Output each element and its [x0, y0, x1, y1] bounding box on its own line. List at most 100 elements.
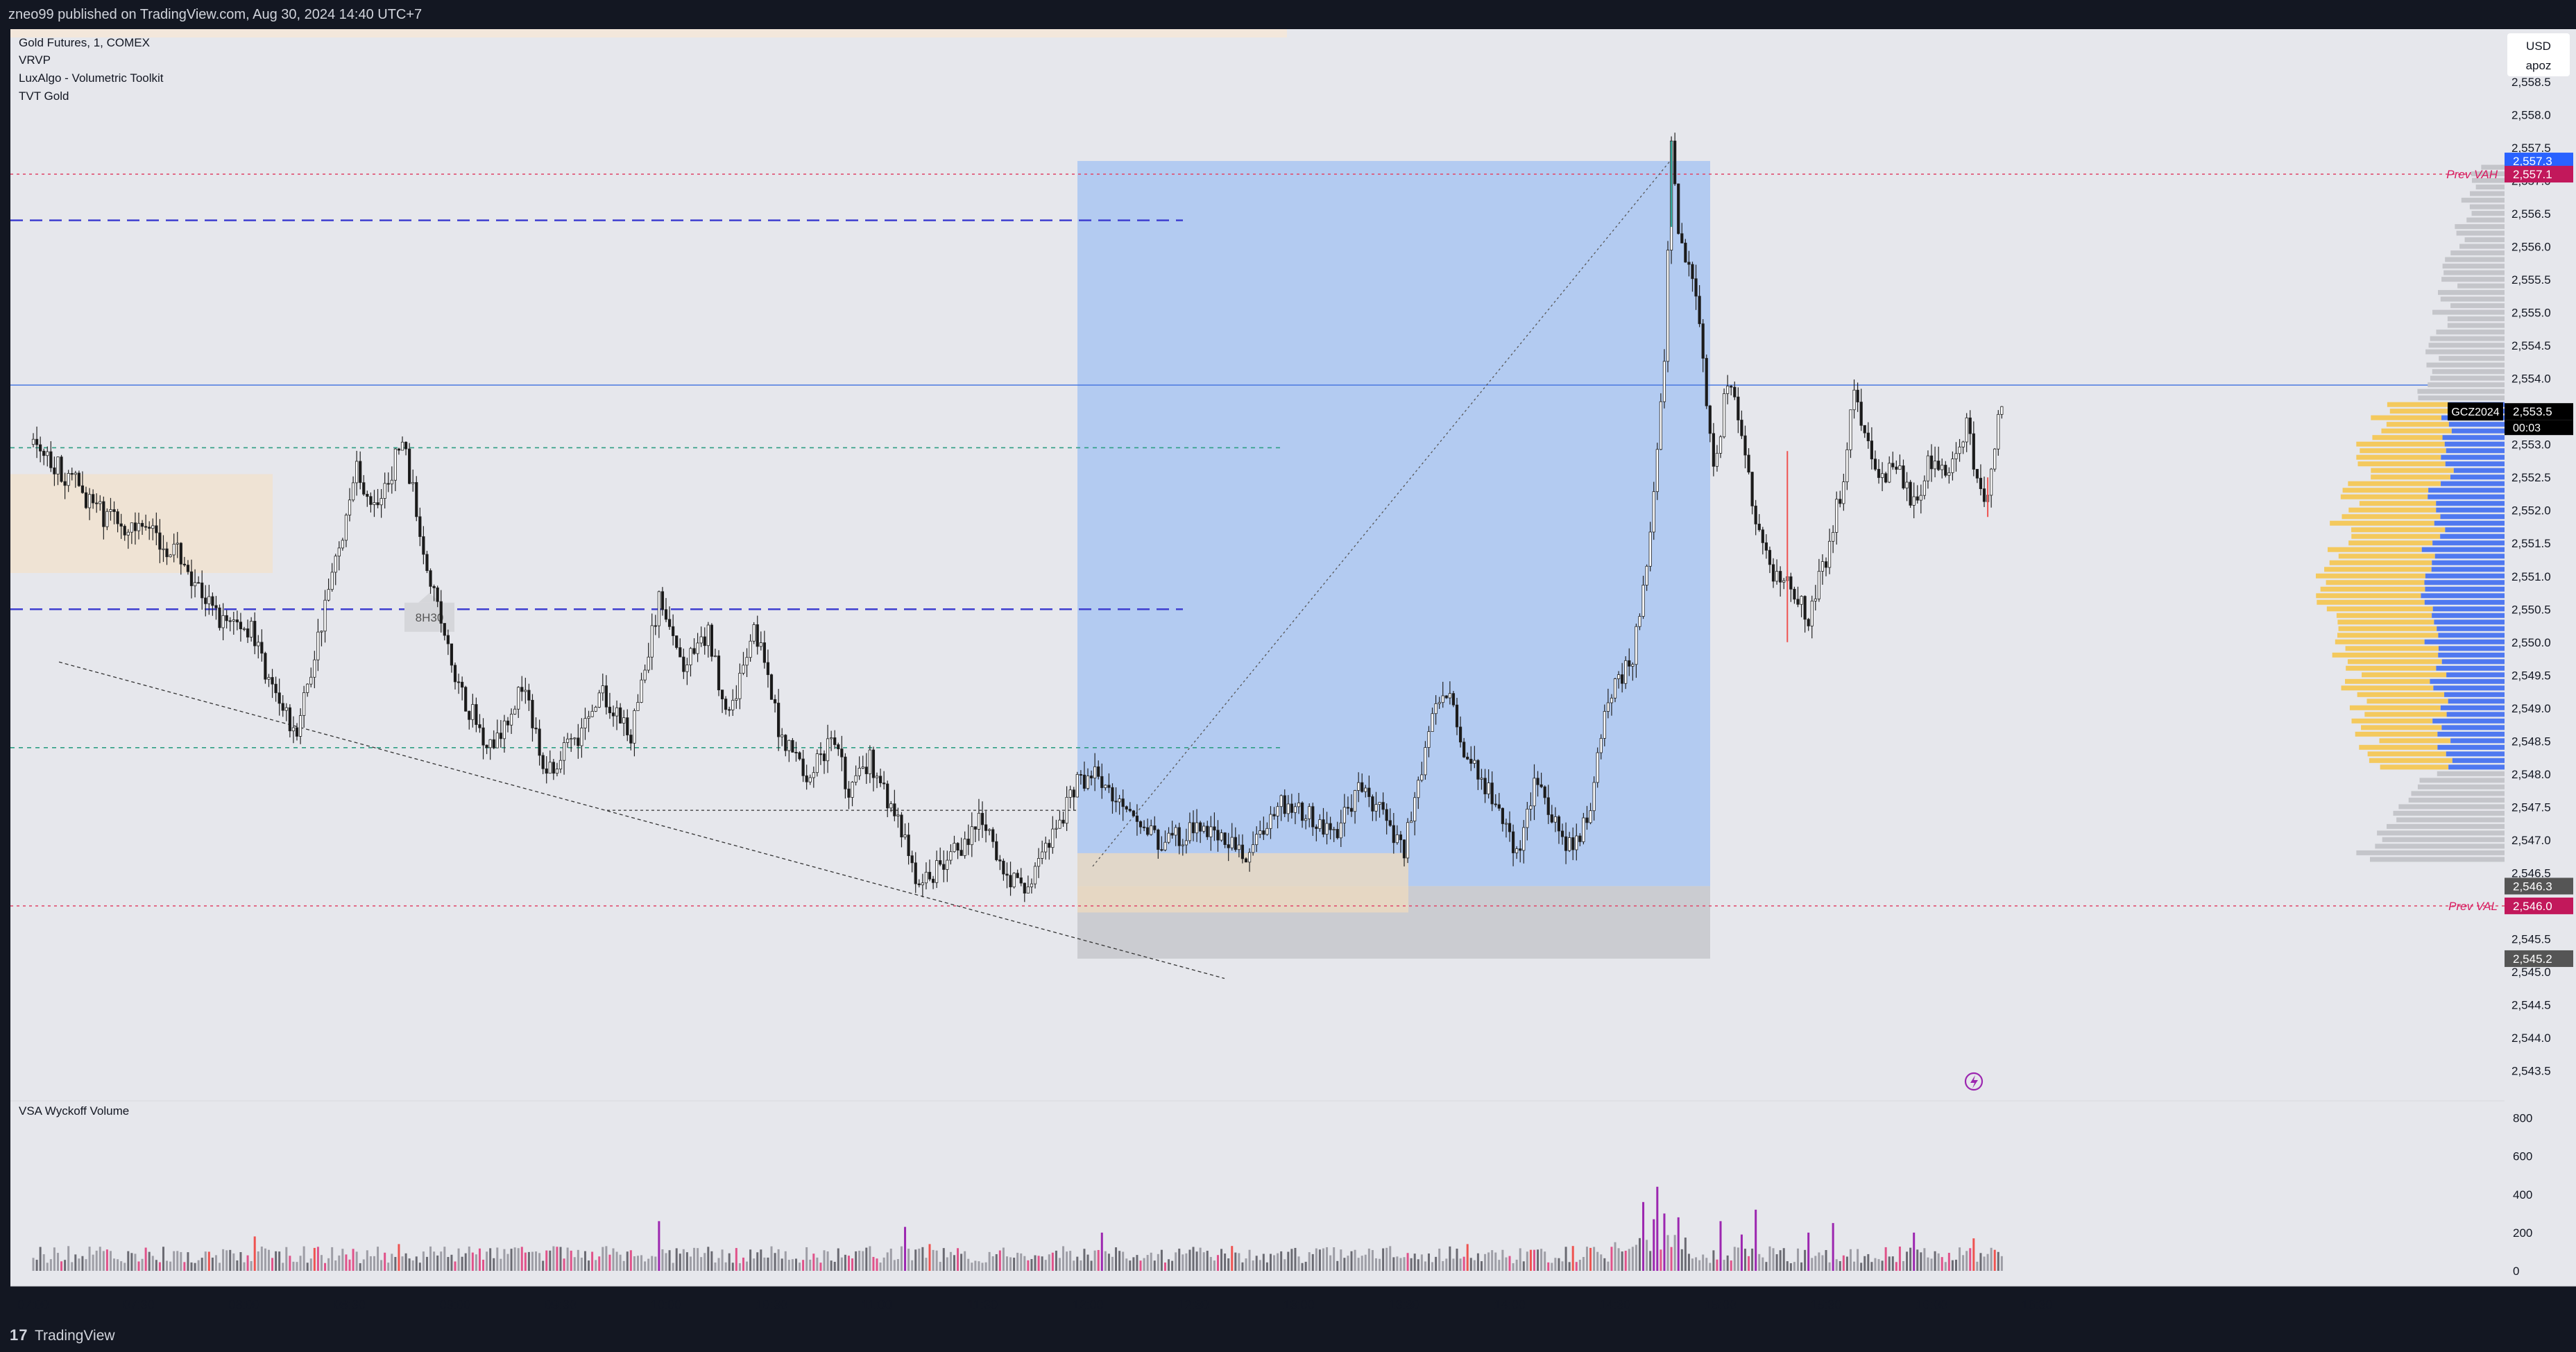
candle [1349, 807, 1354, 812]
candle [1213, 826, 1216, 831]
candle [148, 527, 151, 529]
candle [893, 803, 896, 816]
profile-bar-down [2440, 514, 2505, 520]
volume-bar [482, 1259, 485, 1271]
candle [1157, 829, 1160, 850]
candle [819, 753, 823, 755]
profile-bar-outside [2430, 336, 2505, 341]
candle [201, 582, 204, 599]
chart-canvas[interactable]: 8H302,559.02,558.52,558.02,557.52,557.02… [10, 29, 2576, 1319]
volume-bar [1178, 1249, 1181, 1271]
time-tick-label: 07:30 [123, 1298, 154, 1312]
volume-bar [1860, 1263, 1863, 1271]
volume-bar [1304, 1261, 1307, 1271]
volume-bar [1347, 1256, 1349, 1271]
volume-bar [1561, 1261, 1564, 1271]
indicator-vrvp[interactable]: VRVP [19, 53, 51, 67]
profile-bar-outside [2438, 290, 2505, 296]
volume-bar [1993, 1249, 1996, 1271]
volume-bar [1122, 1251, 1125, 1271]
price-tick-label: 2,558.0 [2511, 109, 2551, 122]
volume-bar [148, 1251, 151, 1271]
profile-bar-up [2356, 441, 2445, 447]
volume-bar [296, 1262, 298, 1271]
currency-box [2507, 33, 2570, 76]
volume-bar [1793, 1262, 1795, 1271]
volume-bar [109, 1251, 112, 1271]
candle [80, 485, 85, 493]
volume-bar [1913, 1232, 1916, 1271]
candle [53, 467, 56, 474]
profile-bar-down [2430, 678, 2505, 684]
volume-bar [1188, 1249, 1191, 1271]
candle [1782, 580, 1786, 583]
candle [801, 758, 805, 776]
volume-bar [753, 1258, 756, 1271]
volume-bar [500, 1258, 502, 1271]
candle [1283, 795, 1286, 814]
candle [1458, 726, 1462, 743]
candle [1216, 830, 1220, 841]
volume-bar [1959, 1247, 1961, 1271]
volume-bar [1150, 1252, 1152, 1271]
candle [794, 751, 798, 753]
volume-bar [1424, 1261, 1426, 1271]
profile-bar-outside [2481, 164, 2505, 170]
candle [1761, 529, 1764, 543]
volume-bar [577, 1249, 579, 1271]
volume-bar [721, 1249, 724, 1271]
candle [1947, 472, 1951, 476]
candle [130, 522, 133, 533]
volume-bar [348, 1259, 351, 1271]
symbol-legend[interactable]: Gold Futures, 1, COMEX [19, 36, 150, 49]
volume-bar [1097, 1249, 1100, 1271]
volume-bar [1680, 1249, 1683, 1271]
profile-bar-down [2436, 665, 2505, 671]
volume-bar [583, 1251, 586, 1271]
volume-bar [1360, 1256, 1363, 1271]
volume-bar [1283, 1259, 1286, 1271]
candle [264, 653, 267, 680]
profile-bar-up [2364, 712, 2447, 717]
volume-bar [384, 1252, 386, 1271]
candle [119, 523, 123, 527]
profile-bar-outside [2432, 369, 2505, 375]
candle [488, 739, 492, 748]
volume-bar [144, 1247, 147, 1271]
candle [1873, 459, 1877, 470]
volume-bar [517, 1248, 520, 1271]
time-tick-label: 16:30 [2021, 1298, 2052, 1312]
volume-bar [925, 1258, 928, 1271]
candle [1877, 469, 1881, 478]
profile-bar-up [2369, 758, 2453, 763]
candle [837, 744, 840, 750]
profile-bar-outside [2475, 185, 2505, 190]
volume-bar [984, 1262, 987, 1271]
candle [1820, 561, 1825, 572]
candle [1336, 829, 1339, 839]
volume-bar [1821, 1255, 1824, 1271]
candle [475, 704, 478, 725]
profile-bar-outside [2418, 395, 2505, 401]
volume-bar [1702, 1254, 1705, 1271]
time-tick-label: 15:00 [1705, 1298, 1736, 1312]
candle [1592, 782, 1596, 812]
volume-bar [991, 1256, 994, 1271]
candle [1195, 822, 1199, 834]
candle [619, 707, 622, 724]
candle [1606, 702, 1610, 712]
candle [1012, 873, 1016, 887]
volume-bar [1163, 1263, 1166, 1271]
profile-bar-up [2337, 619, 2434, 625]
profile-bar-outside [2447, 316, 2505, 322]
candle [1497, 804, 1501, 809]
volume-bar [1297, 1256, 1300, 1271]
volume-bar [1842, 1255, 1845, 1271]
candle [239, 622, 243, 630]
indicator-luxalgo[interactable]: LuxAlgo - Volumetric Toolkit [19, 71, 164, 85]
volume-bar [1058, 1258, 1061, 1271]
indicator-tvt-gold[interactable]: TVT Gold [19, 89, 69, 103]
volume-pane-title[interactable]: VSA Wyckoff Volume [19, 1104, 130, 1118]
candle [1687, 262, 1691, 265]
candle [679, 647, 682, 658]
